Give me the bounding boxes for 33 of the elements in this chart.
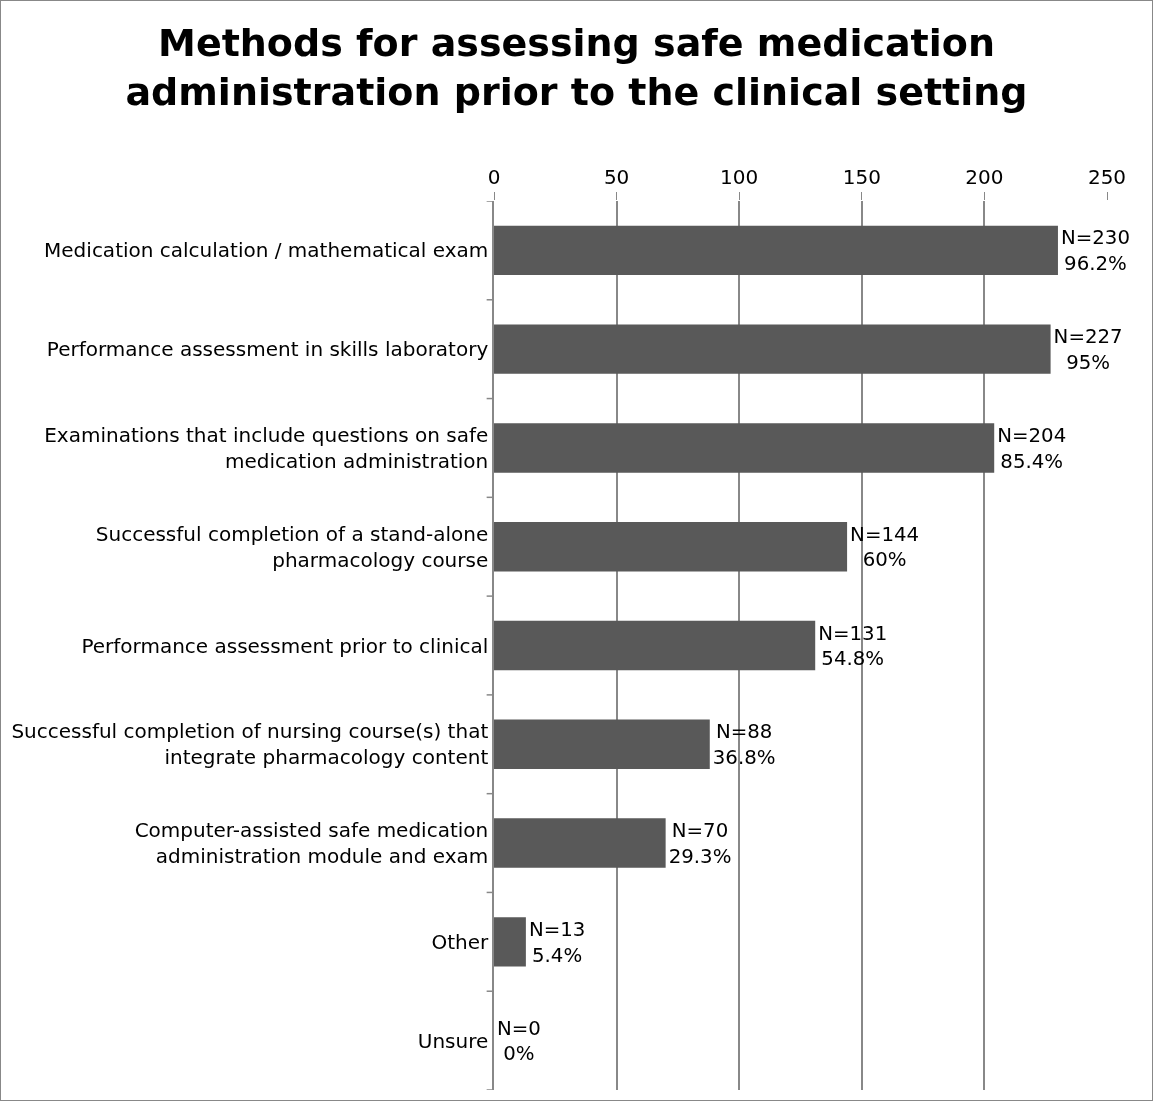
x-tick-label: 150 [842,165,881,189]
y-tick-label: Unsure [417,1028,489,1053]
x-tick-label: 200 [965,165,1004,189]
y-tick-label: Computer-assisted safe medication administration module and exam [134,818,489,869]
y-tick-label: Successful completion of a stand-alone pharmacology course [95,521,489,572]
data-label: N=227 95% [1053,325,1123,374]
bar [494,522,848,572]
y-tick-label: Examinations that include questions on safe medication administration [44,422,489,473]
data-label: N=230 96.2% [1060,226,1130,276]
data-label: N=70 29.3% [668,819,732,868]
x-tick-label: 0 [487,165,501,189]
y-tick-label: Medication calculation / mathematical exam [44,238,489,263]
y-tick-label: Other [431,929,490,954]
bar [494,620,816,671]
chart-title: Methods for assessing safe medication administration prior to the clinical setting [125,20,1028,115]
bar [494,324,1051,374]
data-label: N=131 54.8% [818,621,888,671]
x-tick-label: 250 [1087,165,1127,189]
data-label: N=144 60% [850,522,920,572]
data-label: N=13 5.4% [528,917,586,967]
bar [494,719,710,769]
bar [494,917,526,967]
y-tick-label: Performance assessment prior to clinical [81,633,489,658]
x-tick-label: 50 [603,165,630,189]
x-tick-label: 100 [720,165,759,189]
bar [494,225,1058,276]
y-tick-label: Successful completion of nursing course(s) that integrate pharmacology content [11,719,489,770]
bar [494,818,666,868]
data-label: N=204 85.4% [997,424,1067,473]
bar [494,423,995,473]
data-label: N=0 0% [497,1016,541,1066]
data-label: N=88 36.8% [712,720,776,770]
y-tick-label: Performance assessment in skills laboratory [46,337,489,362]
